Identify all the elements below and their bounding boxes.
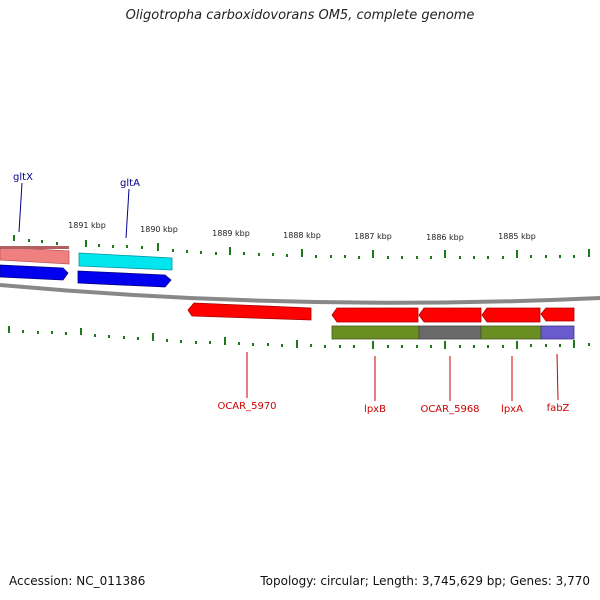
ruler-label: 1889 kbp (212, 229, 250, 238)
label-leader-gltx (18, 182, 23, 233)
gene-feature-ocar-5968[interactable] (418, 307, 482, 323)
label-leader-fabz (556, 353, 559, 401)
ruler-label: 1891 kbp (68, 221, 106, 230)
forward-strand-features (0, 246, 173, 288)
accession-text: Accession: NC_011386 (9, 574, 146, 588)
gene-feature-glta-cyan[interactable] (78, 252, 173, 271)
gene-feature-fabz[interactable] (540, 307, 575, 322)
gene-feature-gltx-pink[interactable] (0, 246, 70, 265)
gene-label-lpxa[interactable]: lpxA (501, 404, 523, 415)
ruler-label: 1888 kbp (283, 231, 321, 240)
gene-feature-glta[interactable] (77, 270, 172, 288)
ruler-label: 1887 kbp (354, 232, 392, 241)
gene-label-ocar-5970[interactable]: OCAR_5970 (217, 401, 276, 412)
gene-feature-gltx[interactable] (0, 264, 69, 281)
ruler-label: 1886 kbp (426, 233, 464, 242)
genome-backbone (0, 283, 600, 305)
gene-feature-lpxb[interactable] (331, 307, 419, 323)
gene-label-ocar-5968[interactable]: OCAR_5968 (420, 404, 479, 415)
cog-bar-ocar-5968[interactable] (418, 325, 482, 340)
gene-label-glta[interactable]: gltA (120, 178, 140, 189)
lower-tick-row (8, 326, 590, 349)
gene-label-lpxb[interactable]: lpxB (364, 404, 386, 415)
genome-summary-text: Topology: circular; Length: 3,745,629 bp… (260, 574, 590, 588)
ruler-label: 1890 kbp (140, 225, 178, 234)
gene-label-fabz[interactable]: fabZ (547, 403, 570, 414)
upper-tick-row (13, 235, 590, 259)
gene-feature-ocar-5970[interactable] (187, 302, 312, 321)
label-leader-glta (125, 188, 130, 239)
gene-feature-lpxa[interactable] (481, 307, 541, 323)
gene-label-gltx[interactable]: gltX (13, 172, 33, 183)
ruler-label: 1885 kbp (498, 232, 536, 241)
genome-title: Oligotropha carboxidovorans OM5, complet… (125, 8, 475, 23)
reverse-strand-features (187, 302, 575, 340)
gene-feature-gltx-pink-top (0, 246, 69, 249)
cog-bar-lpxb[interactable] (331, 325, 420, 340)
cog-bar-lpxa[interactable] (480, 325, 542, 340)
cog-bar-fabz[interactable] (540, 325, 575, 340)
